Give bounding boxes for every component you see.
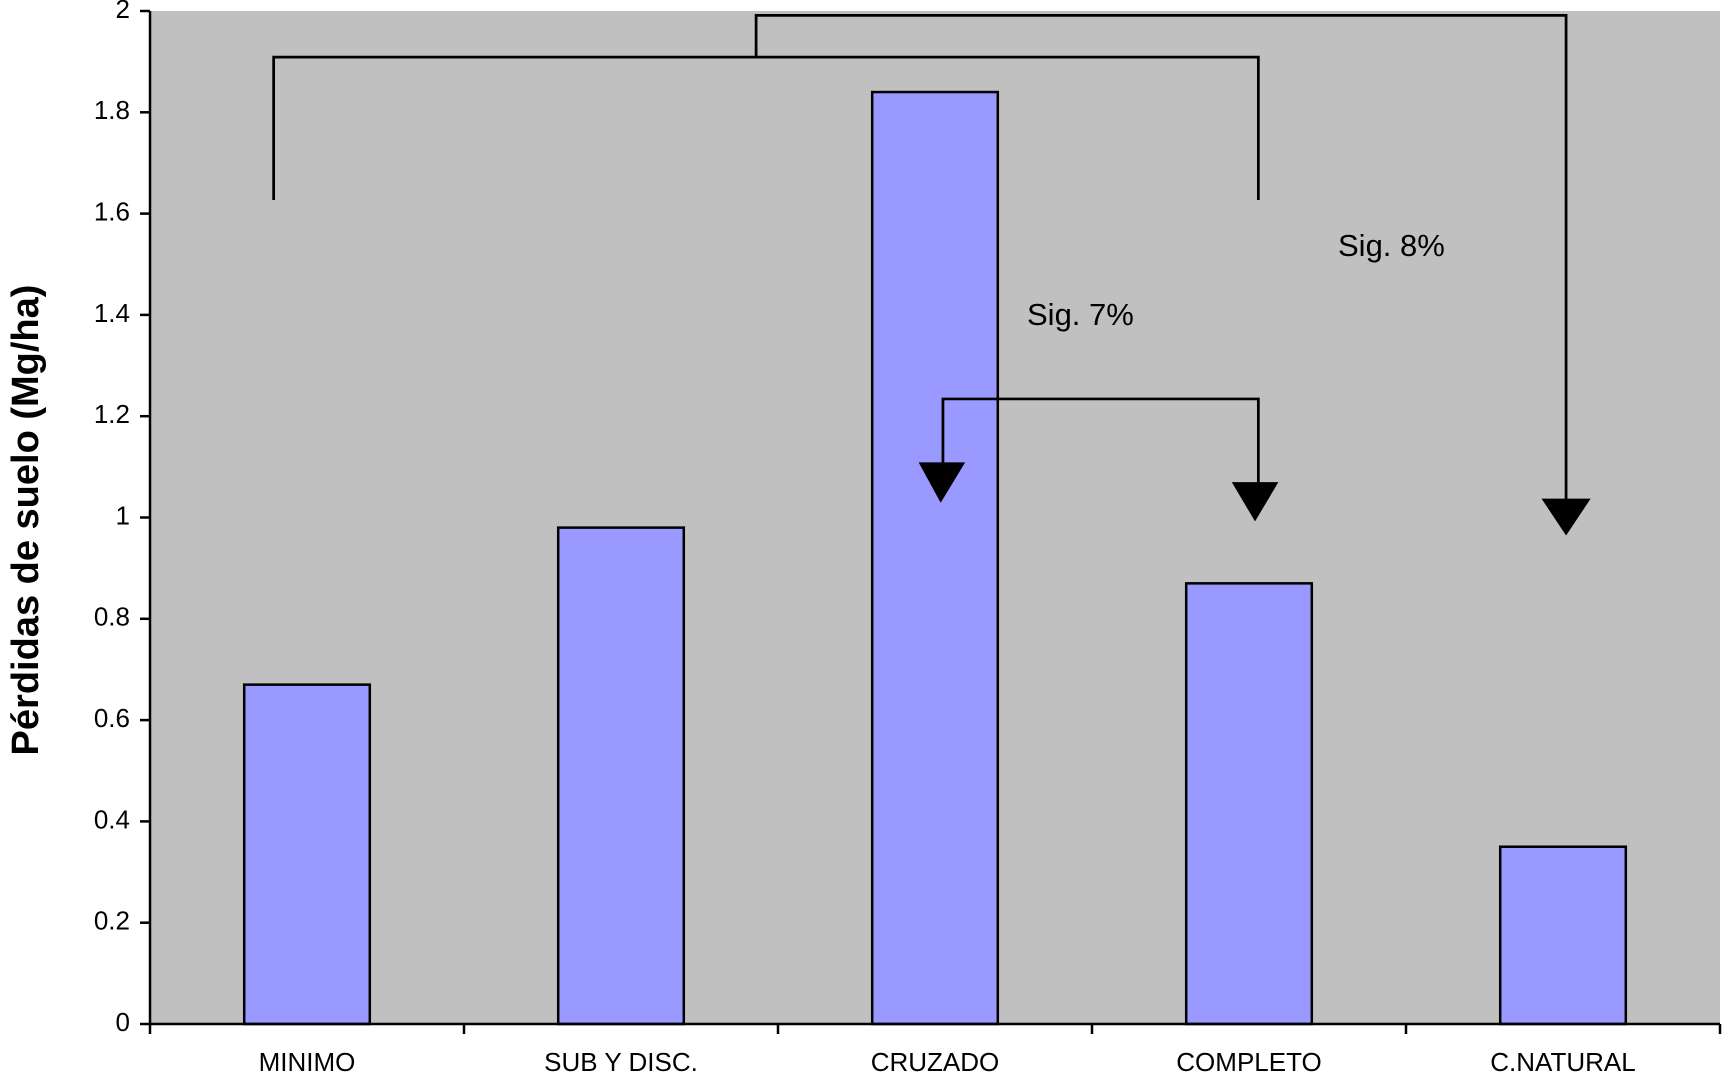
arrow-head <box>918 462 966 503</box>
annotation: Sig. 8% <box>1338 228 1445 263</box>
bar <box>556 526 686 1026</box>
significance-brackets <box>272 14 1591 536</box>
y-tick-label: 0 <box>116 1007 130 1037</box>
bar <box>870 90 1000 1026</box>
bar <box>1498 845 1628 1026</box>
bracket <box>941 397 1260 490</box>
x-tick-label: CRUZADO <box>871 1047 1000 1077</box>
y-tick-label: 0.6 <box>94 703 130 733</box>
x-tick-label: COMPLETO <box>1176 1047 1321 1077</box>
x-tick-label: C.NATURAL <box>1490 1047 1635 1077</box>
y-tick-label: 1.8 <box>94 95 130 125</box>
y-tick-label: 1.4 <box>94 298 130 328</box>
y-tick-label: 0.8 <box>94 602 130 632</box>
bar <box>1184 582 1314 1026</box>
bracket <box>272 55 1260 201</box>
y-tick-label: 1.6 <box>94 196 130 226</box>
bracket <box>754 14 1568 506</box>
y-tick-label: 1.2 <box>94 399 130 429</box>
arrow-head <box>1231 482 1279 522</box>
y-tick-label: 2 <box>116 0 130 24</box>
y-tick-label: 0.4 <box>94 804 130 834</box>
annotation: Sig. 7% <box>1027 297 1134 332</box>
arrow-head <box>1541 498 1591 536</box>
x-tick-label: SUB Y DISC. <box>544 1047 698 1077</box>
bar <box>242 683 372 1026</box>
y-tick-label: 0.2 <box>94 906 130 936</box>
x-tick-label: MINIMO <box>259 1047 356 1077</box>
y-axis-title: Pérdidas de suelo (Mg/ha) <box>5 285 47 756</box>
y-tick-label: 1 <box>116 500 130 530</box>
